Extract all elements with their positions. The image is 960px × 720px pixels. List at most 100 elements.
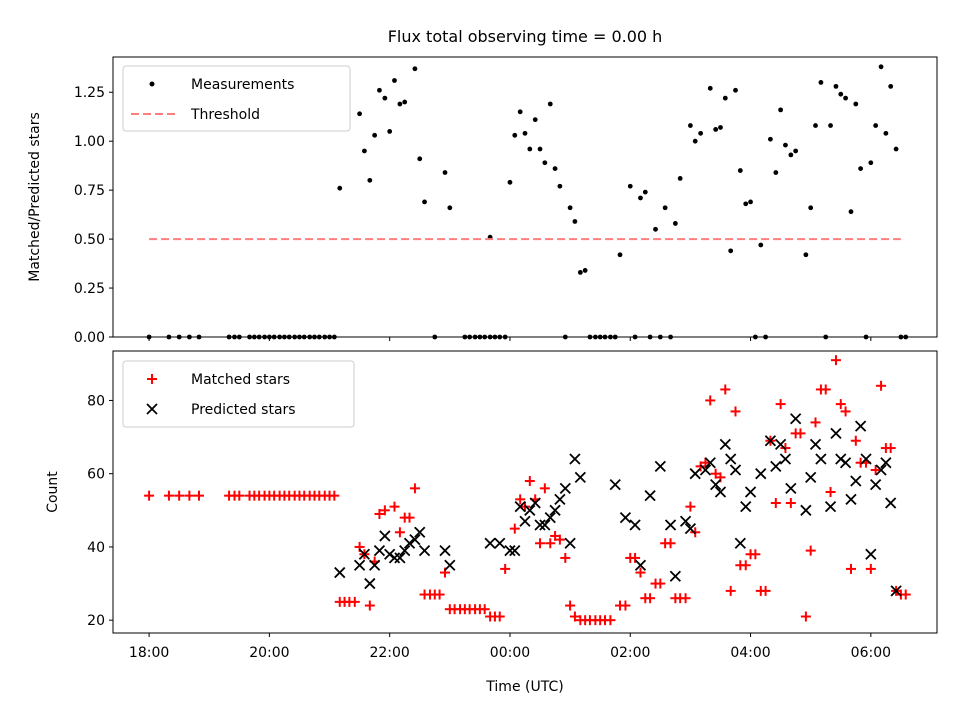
predicted-star-point bbox=[654, 460, 666, 473]
predicted-star-point bbox=[514, 501, 526, 513]
bottom-y-tick-label: 80 bbox=[87, 393, 105, 409]
measurement-point bbox=[707, 85, 713, 91]
matched-star-point bbox=[174, 490, 185, 501]
matched-star-point bbox=[830, 355, 841, 366]
x-tick-label: 00:00 bbox=[490, 645, 530, 661]
predicted-star-point bbox=[885, 497, 897, 509]
matched-star-point bbox=[645, 593, 656, 604]
predicted-star-point bbox=[644, 490, 656, 502]
predicted-star-point bbox=[399, 544, 411, 557]
matched-star-point bbox=[434, 589, 445, 600]
predicted-star-point bbox=[729, 464, 742, 476]
top-axes: 0.00 0.25 0.50 0.75 1.00 1.25 Matched/Predict… bbox=[27, 56, 938, 346]
top-y-tick-label: 1.00 bbox=[74, 134, 105, 150]
measurement-point bbox=[748, 199, 753, 205]
predicted-star-point bbox=[845, 493, 857, 505]
predicted-star-point bbox=[710, 479, 722, 491]
predicted-star-point bbox=[714, 486, 727, 498]
measurement-point bbox=[813, 123, 818, 128]
measurement-point bbox=[382, 95, 388, 101]
predicted-star-point bbox=[744, 486, 757, 498]
matched-star-point bbox=[569, 611, 580, 622]
measurement-point bbox=[392, 78, 397, 83]
predicted-star-point bbox=[704, 457, 716, 469]
matched-star-point bbox=[539, 483, 550, 494]
predicted-star-point bbox=[524, 504, 536, 516]
matched-star-point bbox=[760, 585, 771, 596]
measurement-point bbox=[357, 111, 362, 117]
top-y-tick-label: 0.00 bbox=[74, 330, 105, 346]
predicted-star-point bbox=[824, 501, 837, 513]
top-legend-box bbox=[122, 65, 351, 132]
predicted-star-point bbox=[734, 537, 746, 549]
matched-star-point bbox=[885, 443, 896, 454]
matched-star-point bbox=[509, 523, 520, 534]
predicted-star-point bbox=[414, 526, 426, 538]
measurement-point bbox=[512, 132, 518, 138]
matched-star-point bbox=[805, 545, 816, 556]
matched-star-point bbox=[184, 490, 195, 501]
x-tick-label: 22:00 bbox=[369, 645, 409, 661]
legend-predicted-marker bbox=[146, 403, 158, 415]
predicted-star-point bbox=[364, 577, 376, 590]
top-axes-frame bbox=[112, 56, 938, 338]
x-tick-label: 06:00 bbox=[851, 645, 891, 661]
measurement-point bbox=[728, 248, 734, 254]
predicted-star-point bbox=[358, 548, 371, 560]
predicted-star-point bbox=[860, 453, 872, 465]
measurement-point bbox=[638, 195, 643, 201]
measurement-point bbox=[838, 91, 844, 97]
top-y-tick-label: 0.25 bbox=[74, 281, 105, 297]
predicted-star-point bbox=[880, 457, 892, 469]
matched-star-point bbox=[394, 527, 405, 538]
predicted-star-point bbox=[494, 537, 506, 549]
measurement-point bbox=[873, 123, 879, 128]
predicted-star-point bbox=[815, 453, 827, 465]
measurement-point bbox=[507, 179, 513, 185]
matched-star-point bbox=[605, 615, 616, 626]
top-y-tick-label: 0.75 bbox=[74, 183, 105, 199]
predicted-star-point bbox=[875, 464, 887, 476]
legend-predicted-label: Predicted stars bbox=[191, 402, 296, 418]
predicted-star-point bbox=[699, 464, 712, 476]
count-points bbox=[144, 355, 911, 626]
x-tick-label: 04:00 bbox=[730, 645, 770, 661]
measurement-point bbox=[517, 109, 523, 115]
legend-matched-marker bbox=[147, 374, 157, 384]
predicted-star-point bbox=[740, 501, 752, 513]
predicted-star-point bbox=[504, 544, 516, 557]
top-x-ticks bbox=[148, 337, 872, 341]
matched-star-point bbox=[515, 494, 526, 505]
predicted-star-point bbox=[865, 548, 877, 560]
predicted-star-point bbox=[719, 438, 731, 451]
bottom-legend-box bbox=[122, 360, 355, 428]
predicted-star-point bbox=[564, 537, 576, 549]
bottom-x-ticks: 18:00 20:00 22:00 00:00 02:00 04:00 06:00 bbox=[129, 633, 891, 661]
measurement-point bbox=[522, 130, 528, 136]
predicted-star-point bbox=[809, 438, 822, 451]
x-tick-label: 02:00 bbox=[610, 645, 650, 661]
predicted-star-point bbox=[725, 453, 737, 465]
measurement-point bbox=[367, 177, 373, 183]
matched-star-point bbox=[740, 560, 751, 571]
matched-star-point bbox=[770, 497, 781, 508]
predicted-star-point bbox=[854, 420, 867, 432]
matched-star-point bbox=[194, 490, 205, 501]
bottom-y-label: Count bbox=[45, 471, 61, 513]
measurement-point bbox=[537, 146, 543, 152]
measurement-point bbox=[773, 170, 779, 175]
predicted-star-point bbox=[559, 482, 571, 494]
predicted-star-point bbox=[569, 453, 581, 465]
figure-title: Flux total observing time = 0.00 h bbox=[388, 27, 663, 46]
measurement-point bbox=[362, 148, 367, 154]
measurement-point bbox=[868, 160, 874, 166]
matched-star-point bbox=[379, 505, 390, 516]
measurement-point bbox=[853, 101, 859, 107]
legend-measurements-label: Measurements bbox=[191, 77, 294, 93]
predicted-star-point bbox=[544, 511, 556, 524]
predicted-star-point bbox=[870, 479, 882, 491]
predicted-star-point bbox=[689, 468, 701, 480]
matched-star-point bbox=[775, 399, 786, 410]
top-y-tick-label: 1.25 bbox=[74, 85, 105, 101]
matched-star-point bbox=[835, 399, 846, 410]
